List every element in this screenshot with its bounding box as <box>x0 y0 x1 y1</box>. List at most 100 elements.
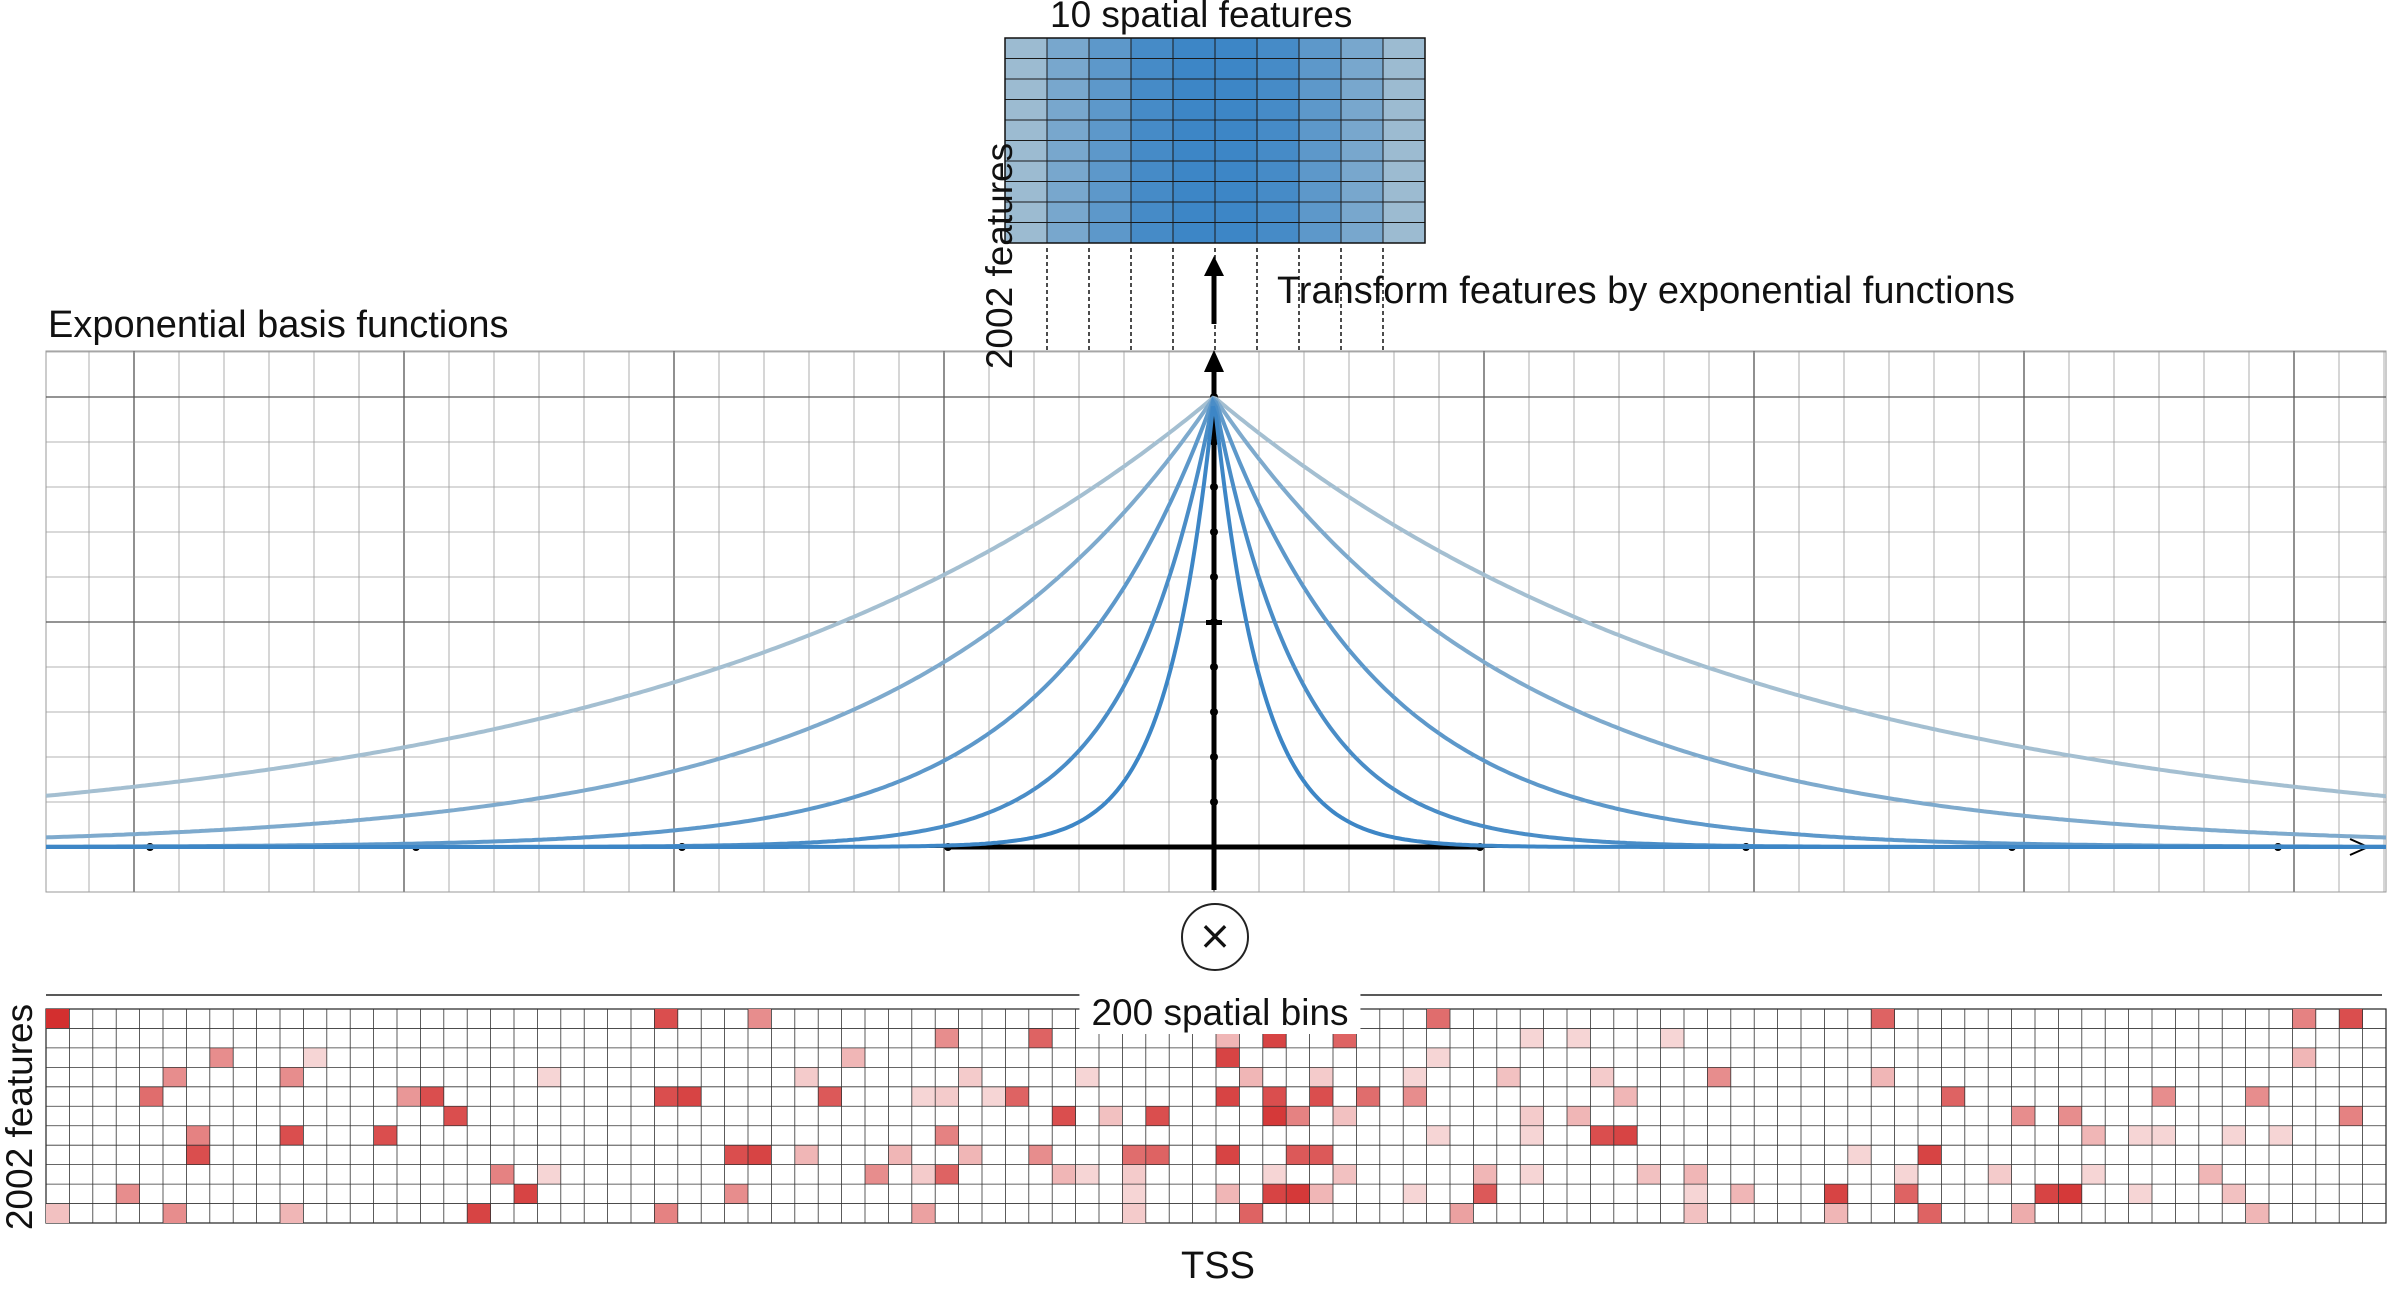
heatmap-cell <box>1473 1164 1497 1185</box>
heatmap-cell <box>1333 1164 1357 1185</box>
top-matrix-cell <box>1298 37 1342 59</box>
top-matrix-cell <box>1298 222 1342 244</box>
heatmap-cell <box>1075 1164 1099 1185</box>
top-matrix-cell <box>1130 99 1174 121</box>
heatmap-cell <box>1496 1067 1521 1087</box>
heatmap-cell <box>2128 1184 2152 1204</box>
top-matrix-cell <box>1130 181 1174 203</box>
heatmap-cell <box>654 1009 678 1029</box>
heatmap-cell <box>46 1203 70 1223</box>
top-matrix-cell <box>1214 140 1258 162</box>
top-matrix-cell <box>1214 58 1258 80</box>
heatmap-cell <box>2245 1086 2269 1107</box>
top-matrix-cell <box>1214 37 1258 59</box>
heatmap-cell <box>2128 1125 2152 1146</box>
top-matrix-border <box>1004 37 1426 244</box>
top-matrix-cell <box>1298 78 1342 100</box>
heatmap-cell <box>1426 1125 1450 1146</box>
heatmap-cell <box>1707 1067 1731 1087</box>
heatmap-cell <box>1145 1145 1170 1165</box>
top-matrix-cell <box>1214 78 1258 100</box>
top-matrix-cell <box>1088 140 1132 162</box>
heatmap-cell <box>1309 1184 1333 1204</box>
top-feature-matrix <box>1004 37 1426 244</box>
top-matrix-cell <box>1004 119 1048 141</box>
heatmap-cell <box>1075 1067 1099 1087</box>
heatmap-cell <box>1262 1106 1287 1126</box>
heatmap-cell <box>280 1203 304 1223</box>
heatmap-cell <box>911 1164 936 1185</box>
top-matrix-title: 10 spatial features <box>1050 0 1353 35</box>
heatmap-cell <box>1660 1028 1684 1048</box>
heatmap-cell <box>1262 1164 1287 1185</box>
top-matrix-cell <box>1088 201 1132 223</box>
top-matrix-cell <box>1130 222 1174 244</box>
top-matrix-cell <box>1046 222 1090 244</box>
heatmap-cell <box>1403 1067 1427 1087</box>
heatmap-cell <box>1286 1145 1310 1165</box>
heatmap-cell <box>1520 1125 1544 1146</box>
heatmap-cell <box>818 1086 842 1107</box>
heatmap-cell <box>373 1125 397 1146</box>
heatmap-cell <box>1871 1009 1895 1029</box>
heatmap-cell <box>1005 1086 1029 1107</box>
transform-arrow-head <box>1204 256 1224 276</box>
heatmap-cell <box>935 1125 959 1146</box>
heatmap-cell <box>1918 1203 1942 1223</box>
heatmap-cell <box>1590 1125 1614 1146</box>
top-matrix-cell <box>1340 99 1384 121</box>
heatmap-cell <box>748 1145 772 1165</box>
top-matrix-ylabel: 2002 features <box>979 142 1020 370</box>
heatmap-cell <box>2269 1125 2293 1146</box>
top-matrix-cell <box>1130 78 1174 100</box>
top-matrix-cell <box>1130 58 1174 80</box>
heatmap-cell <box>467 1203 491 1223</box>
heatmap-cell <box>1309 1086 1333 1107</box>
heatmap-cell <box>1145 1106 1170 1126</box>
heatmap-cell <box>654 1086 678 1107</box>
heatmap-cell <box>1520 1106 1544 1126</box>
heatmap-cell <box>982 1086 1006 1107</box>
top-matrix-cell <box>1256 99 1300 121</box>
heatmap-cell <box>1122 1145 1146 1165</box>
heatmap-cell <box>209 1047 234 1068</box>
top-matrix-cell <box>1256 37 1300 59</box>
top-matrix-cell <box>1256 181 1300 203</box>
heatmap-cell <box>1309 1145 1333 1165</box>
heatmap-cell <box>186 1145 210 1165</box>
top-matrix-cell <box>1256 119 1300 141</box>
y-axis-major-tick <box>1206 620 1222 625</box>
top-matrix-cell <box>1046 160 1090 182</box>
top-matrix-cell <box>1340 119 1384 141</box>
heatmap-cell <box>1216 1184 1240 1204</box>
heatmap-cell <box>2011 1106 2035 1126</box>
top-matrix-cell <box>1256 140 1300 162</box>
heatmap-cell <box>2011 1203 2035 1223</box>
top-matrix-cell <box>1298 119 1342 141</box>
heatmap-cell <box>1426 1047 1450 1068</box>
top-matrix-cell <box>1046 201 1090 223</box>
top-matrix-cell <box>1130 160 1174 182</box>
top-matrix-cell <box>1340 78 1384 100</box>
heatmap-cell <box>1216 1086 1240 1107</box>
top-matrix-cell <box>1340 140 1384 162</box>
top-matrix-cell <box>1046 99 1090 121</box>
top-matrix-cell <box>1382 222 1426 244</box>
heatmap-cell <box>2198 1164 2223 1185</box>
heatmap-cell <box>1567 1028 1591 1048</box>
heatmap-cell <box>654 1203 678 1223</box>
y-axis-tick <box>1210 753 1218 761</box>
top-matrix-cell <box>1256 58 1300 80</box>
y-axis-tick <box>1210 483 1218 491</box>
basis-curve <box>46 405 2386 849</box>
heatmap-cell <box>1684 1184 1708 1204</box>
heatmap-cell <box>1426 1009 1450 1029</box>
heatmap-cell <box>397 1086 421 1107</box>
basis-curve <box>46 396 2387 849</box>
top-matrix-cell <box>1382 201 1426 223</box>
top-matrix-cell <box>1214 222 1258 244</box>
heatmap-cell <box>911 1203 936 1223</box>
top-matrix-cell <box>1298 201 1342 223</box>
top-matrix-cell <box>1172 160 1216 182</box>
top-matrix-cell <box>1004 78 1048 100</box>
